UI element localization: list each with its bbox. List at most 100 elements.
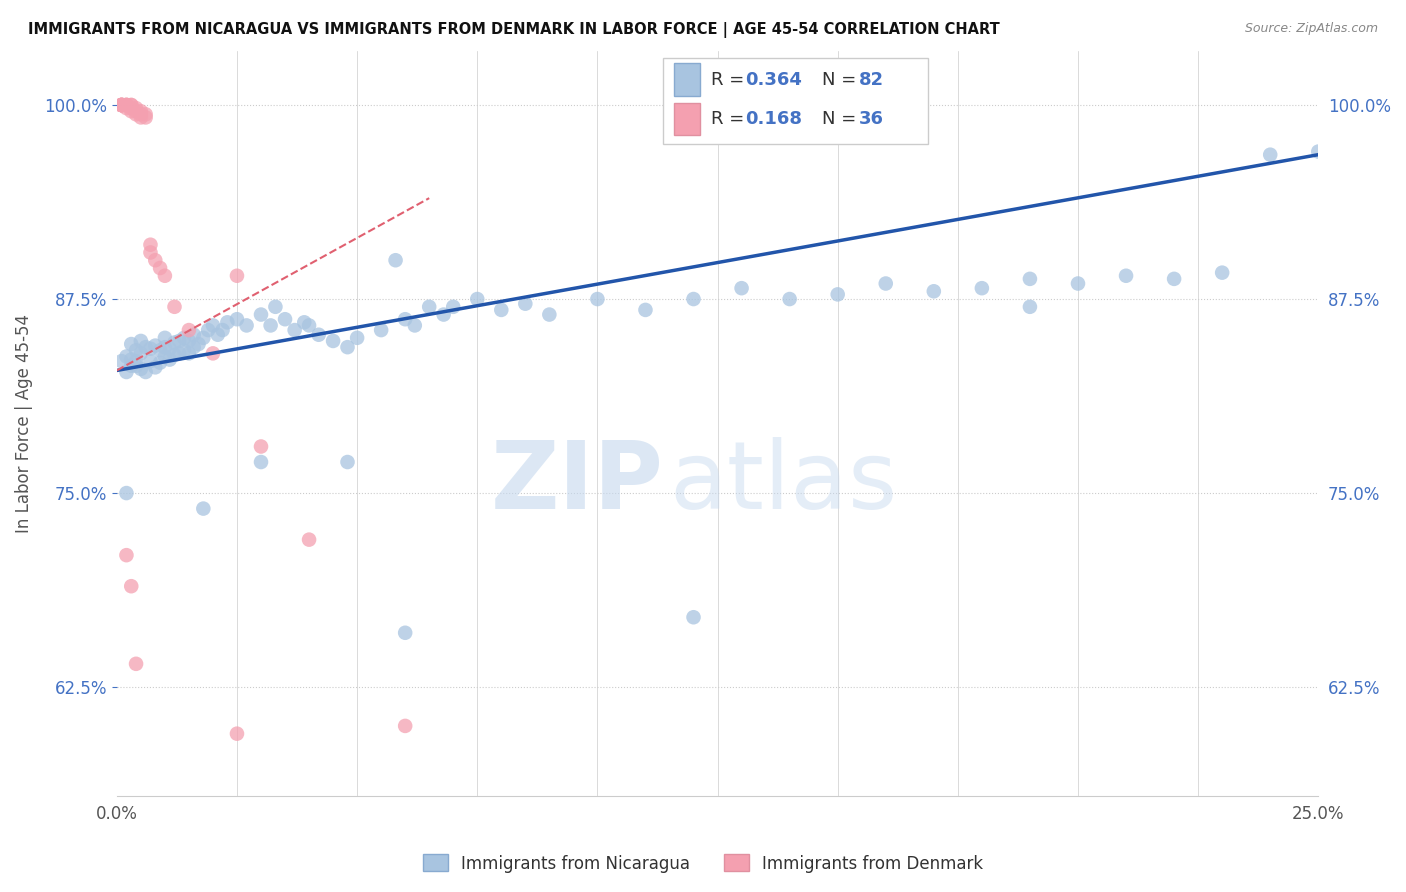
Point — [125, 101, 148, 115]
Point — [115, 486, 138, 500]
Point — [143, 253, 166, 268]
Point — [153, 268, 176, 283]
Point — [149, 356, 172, 370]
Point — [217, 315, 239, 329]
Point — [491, 302, 513, 317]
Point — [193, 331, 215, 345]
Point — [322, 334, 344, 348]
Point — [226, 312, 249, 326]
Point — [115, 98, 138, 112]
Point — [111, 98, 134, 112]
Point — [139, 342, 162, 356]
Point — [1258, 147, 1281, 161]
Point — [226, 268, 249, 283]
Point — [183, 340, 205, 354]
Point — [159, 342, 181, 356]
Point — [153, 350, 176, 364]
Point — [538, 308, 561, 322]
Point — [292, 315, 315, 329]
Point — [125, 359, 148, 373]
Point — [634, 302, 657, 317]
Point — [370, 323, 392, 337]
Point — [115, 350, 138, 364]
Point — [135, 365, 157, 379]
Point — [120, 98, 142, 112]
Point — [111, 98, 134, 112]
Point — [120, 352, 142, 367]
Point — [298, 533, 321, 547]
Point — [211, 323, 233, 337]
Point — [1211, 266, 1233, 280]
Point — [1019, 300, 1042, 314]
Point — [139, 237, 162, 252]
Point — [115, 98, 138, 112]
Point — [274, 312, 297, 326]
Point — [129, 111, 152, 125]
Text: Source: ZipAtlas.com: Source: ZipAtlas.com — [1244, 22, 1378, 36]
Point — [169, 346, 191, 360]
Point — [120, 337, 142, 351]
Point — [187, 337, 209, 351]
Point — [336, 455, 359, 469]
Point — [143, 360, 166, 375]
Point — [111, 98, 134, 112]
Point — [1019, 272, 1042, 286]
Point — [111, 98, 134, 112]
Point — [163, 335, 186, 350]
Point — [135, 340, 157, 354]
Point — [201, 346, 224, 360]
Point — [115, 365, 138, 379]
Point — [201, 318, 224, 333]
Text: IMMIGRANTS FROM NICARAGUA VS IMMIGRANTS FROM DENMARK IN LABOR FORCE | AGE 45-54 : IMMIGRANTS FROM NICARAGUA VS IMMIGRANTS … — [28, 22, 1000, 38]
Point — [153, 331, 176, 345]
Point — [125, 104, 148, 119]
Point — [394, 312, 416, 326]
Point — [173, 343, 195, 358]
Point — [120, 98, 142, 112]
Point — [384, 253, 406, 268]
Point — [177, 323, 200, 337]
Point — [418, 300, 440, 314]
Point — [159, 352, 181, 367]
Point — [779, 292, 801, 306]
Point — [250, 455, 273, 469]
Point — [875, 277, 897, 291]
Point — [922, 285, 945, 299]
Point — [259, 318, 281, 333]
Point — [120, 101, 142, 115]
Point — [125, 343, 148, 358]
Point — [163, 300, 186, 314]
Point — [226, 726, 249, 740]
Point — [298, 318, 321, 333]
Point — [115, 101, 138, 115]
Legend: Immigrants from Nicaragua, Immigrants from Denmark: Immigrants from Nicaragua, Immigrants fr… — [416, 847, 990, 880]
Point — [115, 548, 138, 562]
Point — [235, 318, 257, 333]
Point — [111, 98, 134, 112]
Point — [169, 334, 191, 348]
Point — [404, 318, 426, 333]
Point — [394, 719, 416, 733]
Point — [149, 343, 172, 358]
Point — [970, 281, 993, 295]
Y-axis label: In Labor Force | Age 45-54: In Labor Force | Age 45-54 — [15, 314, 32, 533]
Point — [129, 362, 152, 376]
Point — [264, 300, 287, 314]
Point — [153, 340, 176, 354]
Point — [682, 610, 704, 624]
Point — [197, 323, 219, 337]
Point — [139, 354, 162, 368]
Point — [250, 308, 273, 322]
Point — [586, 292, 609, 306]
Point — [143, 338, 166, 352]
Point — [120, 104, 142, 119]
Point — [120, 359, 142, 373]
Point — [284, 323, 307, 337]
Point — [515, 296, 537, 310]
Point — [129, 346, 152, 360]
Point — [149, 260, 172, 275]
Point — [433, 308, 456, 322]
Point — [135, 111, 157, 125]
Point — [173, 331, 195, 345]
Point — [730, 281, 752, 295]
